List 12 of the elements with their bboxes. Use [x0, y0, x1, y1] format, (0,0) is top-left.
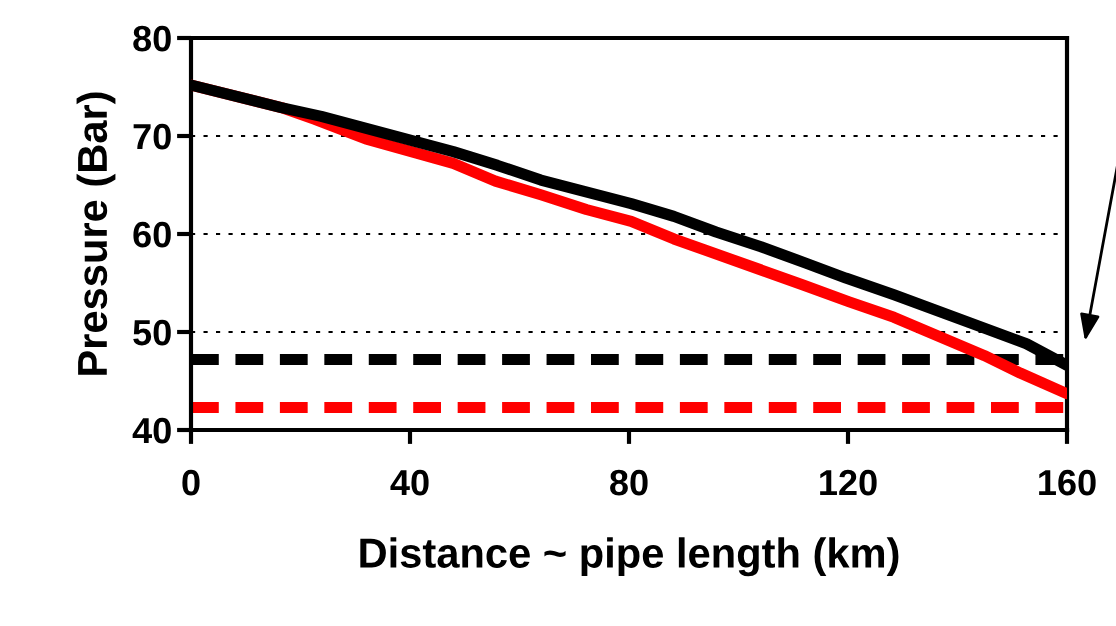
- y-tick-label: 80: [133, 25, 171, 52]
- y-tick-label: 70: [133, 123, 171, 150]
- y-tick-label: 50: [133, 319, 171, 346]
- y-tick-label: 60: [133, 221, 171, 248]
- x-tick-label: 120: [820, 469, 877, 496]
- x-axis-title: Distance ~ pipe length (km): [360, 537, 899, 577]
- x-tick-label: 40: [390, 469, 429, 496]
- y-tick-label: 40: [132, 417, 171, 444]
- y-axis-title: Pressure (Bar): [76, 92, 116, 375]
- x-tick-label: 80: [610, 469, 648, 496]
- x-tick-label: 160: [1039, 469, 1096, 496]
- x-tick-label: 0: [182, 469, 200, 496]
